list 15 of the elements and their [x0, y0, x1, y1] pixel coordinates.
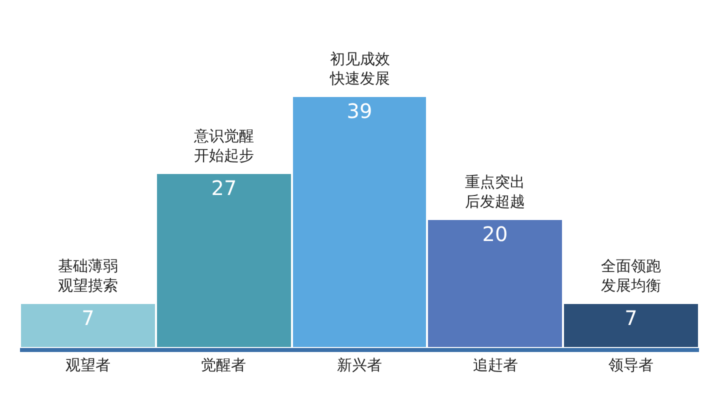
annotation: 全面领跑发展均衡 — [601, 257, 661, 294]
text: 初见成效快速发展 — [329, 50, 390, 88]
data-label: 20 — [482, 222, 508, 246]
data-label: 7 — [82, 306, 94, 330]
x-tick-label: 新兴者 — [337, 356, 382, 374]
x-tick-label: 追赶者 — [472, 356, 518, 374]
annotation: 基础薄弱观望摸索 — [58, 257, 118, 294]
data-label: 27 — [211, 176, 237, 200]
annotation: 意识觉醒开始起步 — [193, 127, 254, 164]
x-tick-label: 观望者 — [65, 356, 110, 374]
x-tick-label: 觉醒者 — [201, 356, 246, 374]
annotation: 重点突出后发超越 — [465, 173, 525, 210]
data-label: 39 — [346, 99, 372, 123]
data-label: 7 — [624, 306, 638, 330]
x-tick-label: 领导者 — [608, 356, 654, 374]
